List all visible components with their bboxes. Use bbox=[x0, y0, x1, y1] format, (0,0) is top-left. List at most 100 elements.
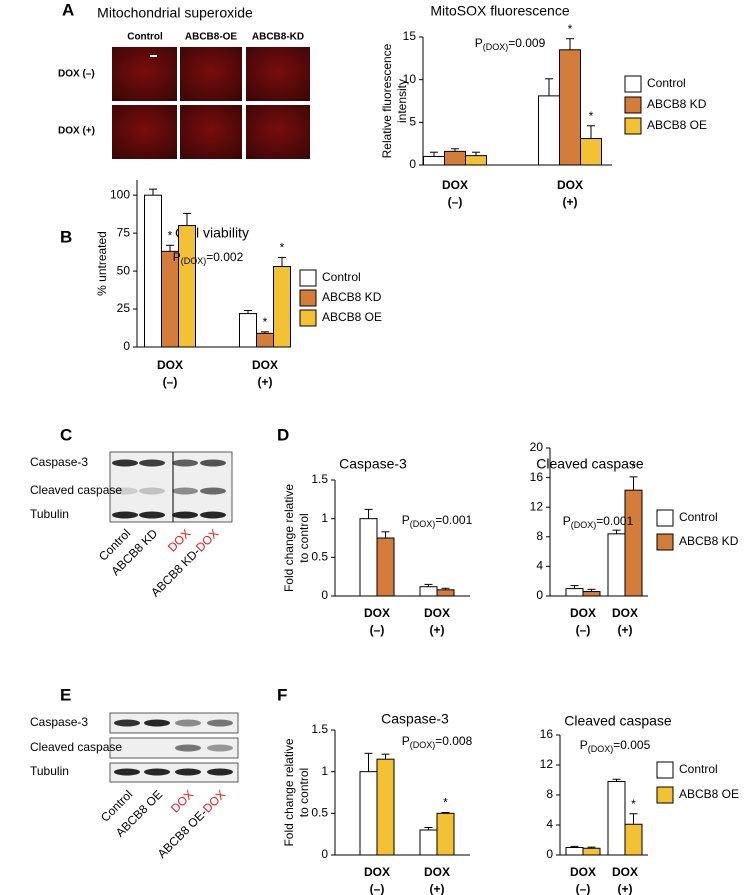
bar bbox=[607, 781, 626, 856]
bar bbox=[559, 49, 581, 166]
p-value-prefix: P bbox=[580, 738, 588, 752]
panel-label: A bbox=[62, 0, 74, 19]
blot-row-label: Tubulin bbox=[30, 507, 69, 521]
blot-band bbox=[172, 459, 198, 467]
p-value-prefix: P bbox=[402, 513, 410, 527]
p-value-sub: (DOX) bbox=[571, 520, 597, 530]
legend-swatch bbox=[299, 289, 317, 307]
p-value-text: =0.008 bbox=[435, 734, 472, 748]
y-tick-label: 10 bbox=[403, 72, 417, 86]
y-axis-label: Fold change relative bbox=[282, 484, 296, 592]
micro-row: DOX (+) bbox=[58, 126, 95, 137]
bar bbox=[144, 194, 162, 348]
p-value: P(DOX)=0.008 bbox=[402, 734, 473, 750]
micro-row: DOX (–) bbox=[58, 69, 95, 80]
bar bbox=[624, 489, 643, 597]
y-tick-label: 0 bbox=[123, 339, 130, 353]
p-value: P(DOX)=0.005 bbox=[580, 738, 651, 754]
bar bbox=[565, 588, 584, 597]
legend-label: ABCB8 OE bbox=[322, 310, 382, 324]
legend-swatch bbox=[656, 533, 674, 551]
p-value-text: =0.009 bbox=[508, 36, 545, 50]
bar bbox=[565, 847, 584, 856]
bar bbox=[624, 823, 643, 856]
legend-swatch bbox=[656, 761, 674, 779]
blot-strip bbox=[109, 712, 239, 734]
lane-label-part: DOX bbox=[168, 787, 196, 815]
blot-band bbox=[200, 511, 226, 519]
chart-title: Caspase-3 bbox=[339, 456, 407, 472]
legend-swatch bbox=[624, 75, 642, 93]
blot-band bbox=[200, 487, 226, 495]
bar bbox=[359, 771, 378, 856]
x-tick-label: (+) bbox=[563, 195, 578, 209]
x-tick-label: DOX bbox=[424, 606, 450, 620]
y-tick-label: 20 bbox=[530, 440, 544, 454]
y-tick-label: 0 bbox=[321, 847, 328, 861]
x-tick-label: (–) bbox=[576, 623, 591, 637]
significance-marker: * bbox=[631, 460, 636, 474]
y-tick-label: 0.5 bbox=[311, 806, 328, 820]
legend-label: ABCB8 OE bbox=[647, 118, 707, 132]
blot-band bbox=[175, 768, 201, 776]
micro-column: Control bbox=[127, 32, 163, 43]
p-value-prefix: P bbox=[475, 36, 483, 50]
legend-swatch bbox=[299, 269, 317, 287]
x-tick-label: DOX bbox=[364, 865, 390, 879]
blot-band bbox=[207, 744, 233, 752]
y-tick-label: 4 bbox=[546, 817, 553, 831]
panel-label: C bbox=[60, 425, 72, 444]
bar bbox=[376, 537, 395, 597]
blot-band bbox=[175, 719, 201, 727]
micro-title: Mitochondrial superoxide bbox=[97, 5, 253, 21]
bar bbox=[419, 586, 438, 597]
bar bbox=[444, 150, 466, 166]
y-tick-label: 5 bbox=[409, 115, 416, 129]
p-value-sub: (DOX) bbox=[410, 519, 436, 529]
y-axis-label: Relative fluorescence bbox=[380, 43, 394, 158]
bar bbox=[465, 155, 487, 166]
x-tick-label: (+) bbox=[430, 882, 445, 895]
p-value-prefix: P bbox=[173, 250, 181, 264]
p-value-prefix: P bbox=[563, 514, 571, 528]
x-tick-label: (+) bbox=[618, 623, 633, 637]
y-axis-label: Fold change relative bbox=[282, 738, 296, 846]
micro-column: ABCB8-KD bbox=[252, 32, 304, 43]
micro-image bbox=[180, 47, 242, 101]
panel-label: B bbox=[60, 227, 72, 246]
bar bbox=[582, 847, 601, 856]
legend-label: ABCB8 KD bbox=[322, 290, 382, 304]
x-tick-label: DOX bbox=[364, 606, 390, 620]
bar bbox=[436, 589, 455, 597]
y-tick-label: 100 bbox=[110, 187, 130, 201]
bar bbox=[256, 332, 274, 348]
blot-band bbox=[139, 459, 165, 467]
y-tick-label: 1.5 bbox=[311, 472, 328, 486]
legend-label: ABCB8 OE bbox=[679, 787, 739, 801]
legend-label: Control bbox=[647, 76, 686, 90]
y-tick-label: 25 bbox=[117, 301, 131, 315]
y-axis-label: % untreated bbox=[95, 231, 109, 296]
blot-band bbox=[144, 768, 170, 776]
legend-swatch bbox=[299, 309, 317, 327]
significance-marker: * bbox=[568, 22, 573, 36]
x-tick-label: (–) bbox=[163, 375, 178, 389]
micro-image bbox=[112, 47, 177, 101]
bar bbox=[359, 518, 378, 597]
y-tick-label: 15 bbox=[403, 29, 417, 43]
legend-swatch bbox=[624, 96, 642, 114]
y-axis-label: to control bbox=[297, 768, 311, 817]
y-tick-label: 8 bbox=[536, 529, 543, 543]
x-tick-label: (+) bbox=[618, 882, 633, 895]
blot-band bbox=[114, 719, 140, 727]
p-value: P(DOX)=0.009 bbox=[475, 36, 546, 52]
chart-title: Caspase-3 bbox=[381, 711, 449, 727]
bar bbox=[419, 829, 438, 856]
blot-band bbox=[112, 459, 138, 467]
significance-marker: * bbox=[168, 228, 173, 242]
p-value-sub: (DOX) bbox=[181, 256, 207, 266]
x-tick-label: (–) bbox=[370, 623, 385, 637]
p-value-sub: (DOX) bbox=[483, 42, 509, 52]
x-tick-label: (+) bbox=[430, 623, 445, 637]
micro-image bbox=[246, 47, 310, 101]
